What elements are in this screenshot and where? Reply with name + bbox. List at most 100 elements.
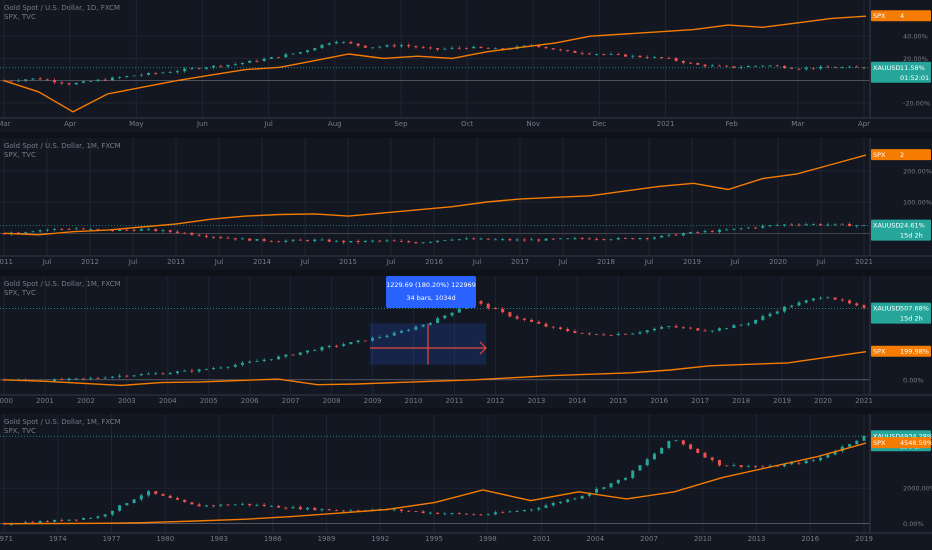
badge-background: [871, 437, 931, 449]
chart-title: Gold Spot / U.S. Dollar, 1M, FXCM: [4, 280, 121, 288]
candle-body: [414, 46, 418, 48]
candle-body: [154, 72, 158, 74]
candle-body: [89, 377, 93, 379]
candle-body: [45, 79, 49, 81]
x-tick-label: Jul: [42, 258, 52, 266]
candle-body: [645, 459, 649, 466]
candle-body: [428, 512, 432, 514]
candle-body: [457, 47, 461, 49]
candle-body: [797, 68, 801, 70]
candle-body: [248, 238, 252, 241]
candle-body: [443, 513, 447, 515]
candle-body: [457, 513, 461, 514]
candle-body: [31, 522, 35, 524]
candle-body: [190, 232, 194, 235]
candle-body: [804, 67, 808, 70]
candle-body: [660, 327, 664, 329]
badge-symbol: XAUUSD: [873, 432, 901, 440]
candle-body: [797, 224, 801, 226]
candle-body: [840, 67, 844, 69]
candle-body: [96, 516, 100, 518]
candle-body: [399, 330, 403, 333]
candle-body: [313, 507, 317, 511]
badge-value: 4548.59%: [900, 439, 932, 447]
x-tick-label: Jul: [644, 258, 654, 266]
candle-body: [573, 51, 577, 53]
candle-body: [833, 223, 837, 225]
candle-body: [60, 379, 64, 380]
x-tick-label: 2005: [200, 397, 218, 405]
xauusd-price-badge: XAUUSD 24.61% 15d 2h: [871, 219, 931, 241]
candle-body: [566, 328, 570, 332]
candle-body: [479, 514, 483, 516]
candle-body: [67, 378, 71, 380]
candle-body: [103, 514, 107, 517]
panel-separator: [0, 408, 932, 414]
chart-panel-3: 2000 2001 2002 2003 2004 2005 2006 2007 2008 2009…: [0, 276, 932, 405]
candle-body: [472, 46, 476, 49]
candle-body: [696, 448, 700, 453]
candle-body: [703, 231, 707, 233]
badge-background: [871, 345, 931, 357]
candle-body: [161, 493, 165, 496]
candle-body: [45, 521, 49, 522]
spx-line: [3, 154, 867, 236]
candle-body: [486, 514, 490, 516]
candle-body: [544, 47, 548, 49]
x-tick-label: 2010: [694, 535, 712, 543]
candle-body: [457, 308, 461, 313]
candle-body: [537, 321, 541, 324]
candle-body: [248, 60, 252, 63]
x-tick-label: Feb: [725, 120, 738, 128]
candle-body: [811, 298, 815, 301]
candle-body: [371, 337, 375, 341]
candle-body: [399, 45, 403, 47]
candle-body: [595, 488, 599, 493]
candle-body: [558, 501, 562, 503]
candle-body: [74, 378, 78, 380]
candle-body: [74, 519, 78, 521]
candle-body: [139, 495, 143, 500]
candle-body: [580, 495, 584, 499]
candle-body: [530, 509, 534, 511]
candle-body: [768, 465, 772, 467]
candle-body: [797, 302, 801, 306]
x-tick-label: 2004: [159, 397, 177, 405]
candle-body: [573, 238, 577, 239]
candle-body: [689, 327, 693, 329]
candle-body: [204, 505, 208, 507]
x-tick-label: 2007: [282, 397, 300, 405]
candle-body: [667, 234, 671, 236]
candle-body: [262, 504, 266, 507]
candle-body: [558, 238, 562, 240]
x-tick-label: 2017: [691, 397, 709, 405]
panel-separator: [0, 132, 932, 138]
candle-body: [428, 323, 432, 325]
measure-tool[interactable]: 1229.69 (180.20%) 122969 34 bars, 1034d: [370, 276, 487, 365]
candle-body: [486, 303, 490, 308]
candle-body: [421, 511, 425, 513]
x-tick-label: 2018: [732, 397, 750, 405]
candle-body: [725, 328, 729, 329]
x-tick-label: 2020: [814, 397, 832, 405]
candle-body: [240, 503, 244, 505]
candle-body: [501, 309, 505, 313]
candle-body: [399, 241, 403, 242]
candle-body: [277, 505, 281, 508]
candle-body: [587, 492, 591, 496]
candle-body: [233, 364, 237, 367]
candle-body: [717, 459, 721, 466]
badge-symbol: SPX: [873, 439, 886, 447]
x-tick-label: Apr: [858, 120, 870, 128]
candle-body: [219, 237, 223, 238]
spx-price-badge: SPX 2: [871, 149, 931, 161]
x-tick-label: May: [129, 120, 143, 128]
candle-body: [479, 238, 483, 240]
candle-body: [248, 503, 252, 506]
candle-body: [775, 65, 779, 67]
candle-body: [674, 234, 678, 236]
candle-body: [320, 347, 324, 351]
x-tick-label: 2011: [446, 397, 464, 405]
candle-body: [255, 239, 259, 241]
candle-body: [349, 41, 353, 44]
